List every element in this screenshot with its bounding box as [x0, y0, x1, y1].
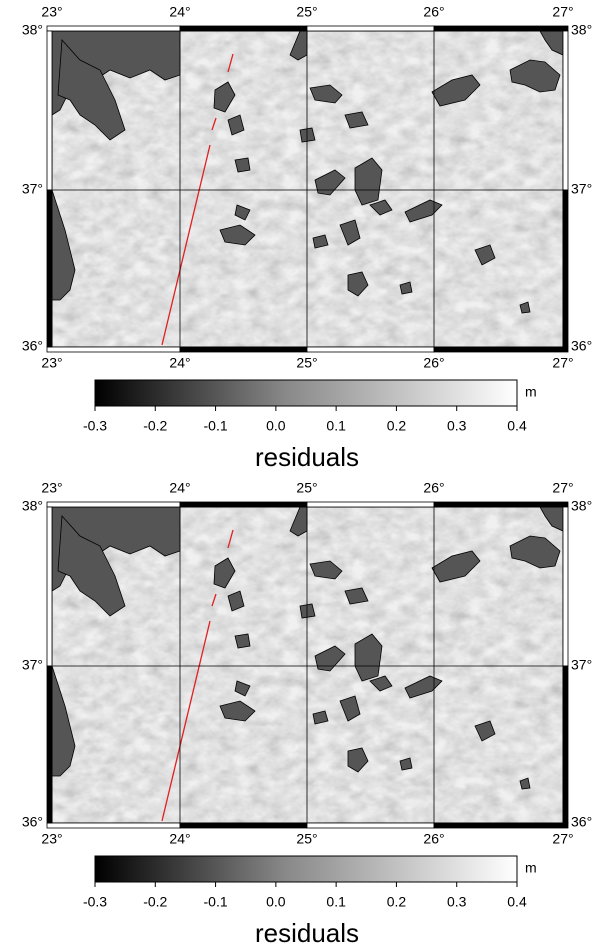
lon-label: 23° — [41, 4, 62, 20]
lat-label: 37° — [571, 181, 592, 197]
lon-label: 23° — [41, 480, 62, 496]
lon-label: 25° — [296, 4, 317, 20]
colorbar-tick-label: 0.1 — [326, 894, 346, 910]
lat-label: 38° — [22, 22, 43, 38]
lon-label: 24° — [169, 355, 190, 371]
lon-label: 27° — [552, 355, 573, 371]
lon-label: 26° — [423, 355, 444, 371]
colorbar-tick-label: 0.0 — [266, 894, 286, 910]
lon-label: 26° — [423, 480, 444, 496]
lat-label: 38° — [571, 498, 592, 514]
colorbar-tick-label: 0.4 — [507, 418, 527, 434]
colorbar-tick-label: 0.3 — [447, 418, 467, 434]
map-image — [47, 502, 568, 882]
lon-label: 25° — [296, 831, 317, 847]
lat-label: 38° — [571, 22, 592, 38]
colorbar-unit: m — [525, 384, 537, 400]
colorbar-tick-label: 0.3 — [447, 894, 467, 910]
lat-label: 37° — [22, 181, 43, 197]
lat-label: 36° — [571, 338, 592, 354]
lon-label: 24° — [169, 831, 190, 847]
lon-label: 24° — [169, 4, 190, 20]
colorbar-tick-label: -0.2 — [143, 418, 167, 434]
colorbar-tick-label: 0.2 — [387, 894, 407, 910]
lon-label: 23° — [41, 355, 62, 371]
map-panel: 23° 24° 25° 26° 27° 23° 24° 25° 26° 27° 38° 37° 36° 3… — [22, 4, 592, 472]
colorbar-tick-label: -0.1 — [204, 418, 228, 434]
lat-label: 36° — [22, 338, 43, 354]
colorbar-tick-label: 0.4 — [507, 894, 527, 910]
lon-label: 26° — [423, 4, 444, 20]
colorbar-tick-label: -0.3 — [83, 418, 107, 434]
caption: residuals — [255, 918, 359, 947]
colorbar-tick-label: 0.2 — [387, 418, 407, 434]
lat-label: 36° — [22, 814, 43, 830]
lon-label: 27° — [552, 480, 573, 496]
map-image — [47, 26, 568, 406]
colorbar-tick-label: -0.3 — [83, 894, 107, 910]
colorbar-tick-label: 0.0 — [266, 418, 286, 434]
lat-label: 36° — [571, 814, 592, 830]
colorbar-tick-label: -0.1 — [204, 894, 228, 910]
caption: residuals — [255, 442, 359, 472]
lon-label: 25° — [296, 355, 317, 371]
lon-label: 25° — [296, 480, 317, 496]
lon-label: 27° — [552, 4, 573, 20]
colorbar-unit: m — [525, 860, 537, 876]
lat-label: 37° — [571, 657, 592, 673]
lon-label: 27° — [552, 831, 573, 847]
lat-label: 38° — [22, 498, 43, 514]
lon-label: 24° — [169, 480, 190, 496]
lon-label: 23° — [41, 831, 62, 847]
map-panel: 23° 24° 25° 26° 27° 23° 24° 25° 26° 27° 38° 37° 36° 3… — [22, 480, 592, 947]
colorbar-tick-label: -0.2 — [143, 894, 167, 910]
colorbar-tick-label: 0.1 — [326, 418, 346, 434]
lat-label: 37° — [22, 657, 43, 673]
lon-label: 26° — [423, 831, 444, 847]
